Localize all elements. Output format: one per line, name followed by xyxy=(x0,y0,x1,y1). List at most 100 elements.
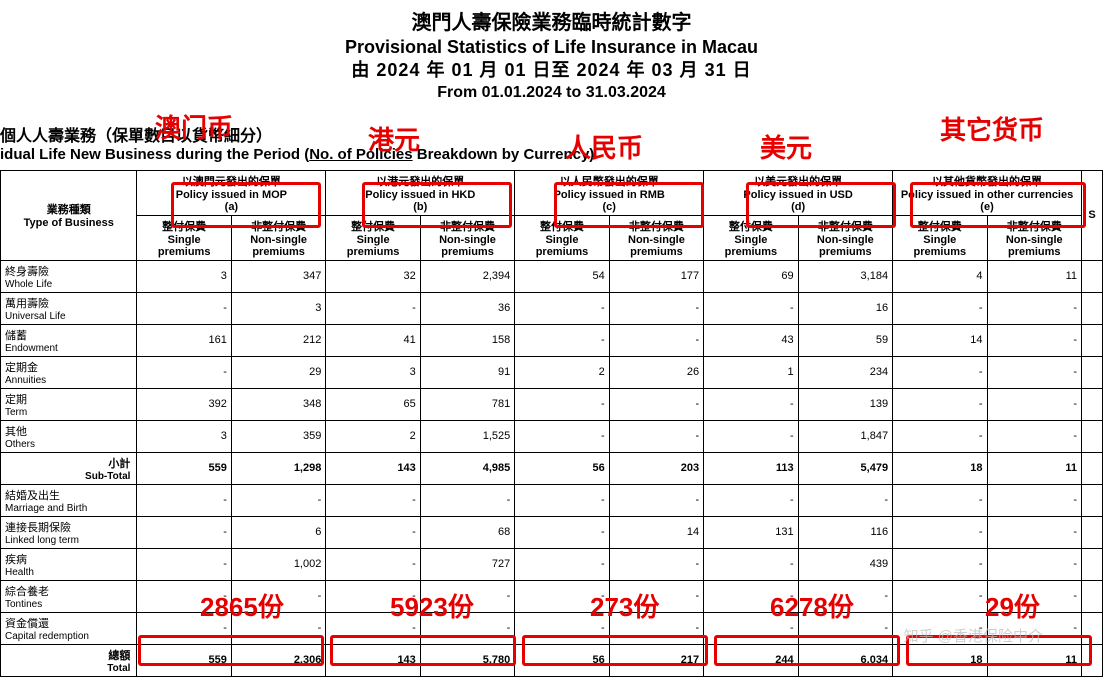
table-row: 終身壽險Whole Life3347322,39454177693,184411 xyxy=(1,260,1103,292)
cell: 2 xyxy=(326,420,420,452)
cell: 69 xyxy=(704,260,798,292)
cell: - xyxy=(893,484,987,516)
annot-mop: 澳门币 xyxy=(155,108,233,145)
cell: 16 xyxy=(798,292,892,324)
row-type: 儲蓄Endowment xyxy=(1,324,137,356)
cell: 177 xyxy=(609,260,703,292)
hdr-other: 以其他貨幣發出的保單Policy issued in other currenc… xyxy=(893,170,1082,215)
hdr-cutoff: S xyxy=(1081,170,1102,260)
row-type: 萬用壽險Universal Life xyxy=(1,292,137,324)
row-type: 小計Sub-Total xyxy=(1,452,137,484)
cell: 392 xyxy=(137,388,231,420)
annot-usd: 美元 xyxy=(760,128,812,165)
cell: 139 xyxy=(798,388,892,420)
cell: 11 xyxy=(987,452,1081,484)
cell: 56 xyxy=(515,644,609,676)
cell: - xyxy=(515,548,609,580)
row-type: 綜合養老Tontines xyxy=(1,580,137,612)
cell: 36 xyxy=(420,292,514,324)
cell: - xyxy=(609,548,703,580)
title-period-zh: 由 2024 年 01 月 01 日至 2024 年 03 月 31 日 xyxy=(0,59,1103,82)
title-zh: 澳門人壽保險業務臨時統計數字 xyxy=(0,10,1103,36)
cell: 68 xyxy=(420,516,514,548)
cell: - xyxy=(704,484,798,516)
cell: 348 xyxy=(231,388,325,420)
cell: 1 xyxy=(704,356,798,388)
table-row: 疾病Health-1,002-727---439-- xyxy=(1,548,1103,580)
cell: 559 xyxy=(137,644,231,676)
annot-total-other: 29份 xyxy=(985,587,1040,624)
row-type: 定期金Annuities xyxy=(1,356,137,388)
cell: - xyxy=(893,356,987,388)
cell: - xyxy=(609,324,703,356)
cell: - xyxy=(137,484,231,516)
cell: - xyxy=(515,516,609,548)
cell: 18 xyxy=(893,452,987,484)
annot-rmb: 人民币 xyxy=(565,128,643,165)
cell: 11 xyxy=(987,644,1081,676)
cell: 2,394 xyxy=(420,260,514,292)
hdr-nonsingle: 非整付保費Non-single premiums xyxy=(231,215,325,260)
hdr-rmb: 以人民幣發出的保單Policy issued in RMB(c) xyxy=(515,170,704,215)
cell: 244 xyxy=(704,644,798,676)
cell: 203 xyxy=(609,452,703,484)
cell: 14 xyxy=(609,516,703,548)
cell: 439 xyxy=(798,548,892,580)
row-type: 終身壽險Whole Life xyxy=(1,260,137,292)
cell: 4,985 xyxy=(420,452,514,484)
cell: 2 xyxy=(515,356,609,388)
hdr-nonsingle: 非整付保費Non-single premiums xyxy=(987,215,1081,260)
watermark: 知乎 @香港保险中介 xyxy=(904,625,1043,646)
cell: - xyxy=(231,484,325,516)
hdr-single: 整付保費Single premiums xyxy=(515,215,609,260)
annot-other: 其它货币 xyxy=(940,110,1044,147)
hdr-nonsingle: 非整付保費Non-single premiums xyxy=(420,215,514,260)
cell: - xyxy=(326,292,420,324)
annot-total-hkd: 5923份 xyxy=(390,587,474,624)
cell: - xyxy=(515,292,609,324)
row-type: 定期Term xyxy=(1,388,137,420)
cell: 2,306 xyxy=(231,644,325,676)
cell: 29 xyxy=(231,356,325,388)
annot-hkd: 港元 xyxy=(368,120,420,157)
cell: 1,002 xyxy=(231,548,325,580)
cell: - xyxy=(987,292,1081,324)
cell: - xyxy=(987,548,1081,580)
cell: - xyxy=(515,388,609,420)
cell: 6,034 xyxy=(798,644,892,676)
title-period-en: From 01.01.2024 to 31.03.2024 xyxy=(0,83,1103,104)
table-row: 定期金Annuities-293912261234-- xyxy=(1,356,1103,388)
cell: 5,780 xyxy=(420,644,514,676)
cell: 116 xyxy=(798,516,892,548)
cell: - xyxy=(893,388,987,420)
annot-total-rmb: 273份 xyxy=(590,587,659,624)
cell: - xyxy=(609,388,703,420)
cell: - xyxy=(326,484,420,516)
cell: - xyxy=(893,420,987,452)
cell: 56 xyxy=(515,452,609,484)
annot-total-usd: 6278份 xyxy=(770,587,854,624)
cell: - xyxy=(137,356,231,388)
hdr-type: 業務種類Type of Business xyxy=(1,170,137,260)
row-type: 連接長期保險Linked long term xyxy=(1,516,137,548)
cell: 14 xyxy=(893,324,987,356)
cell: - xyxy=(420,484,514,516)
cell: 11 xyxy=(987,260,1081,292)
title-en: Provisional Statistics of Life Insurance… xyxy=(0,36,1103,59)
cell: - xyxy=(326,548,420,580)
hdr-single: 整付保費Single premiums xyxy=(704,215,798,260)
cell: 781 xyxy=(420,388,514,420)
cell: - xyxy=(137,548,231,580)
cell: 41 xyxy=(326,324,420,356)
cell: 217 xyxy=(609,644,703,676)
cell: 3 xyxy=(137,260,231,292)
row-type: 資金償還Capital redemption xyxy=(1,612,137,644)
hdr-usd: 以美元發出的保單Policy issued in USD(d) xyxy=(704,170,893,215)
table-row: 萬用壽險Universal Life-3-36---16-- xyxy=(1,292,1103,324)
cell: 4 xyxy=(893,260,987,292)
table-header: 業務種類Type of Business 以澳門元發出的保單Policy iss… xyxy=(1,170,1103,260)
cell: - xyxy=(987,356,1081,388)
cell: - xyxy=(704,292,798,324)
cell: 1,298 xyxy=(231,452,325,484)
table-row: 其他Others335921,525---1,847-- xyxy=(1,420,1103,452)
